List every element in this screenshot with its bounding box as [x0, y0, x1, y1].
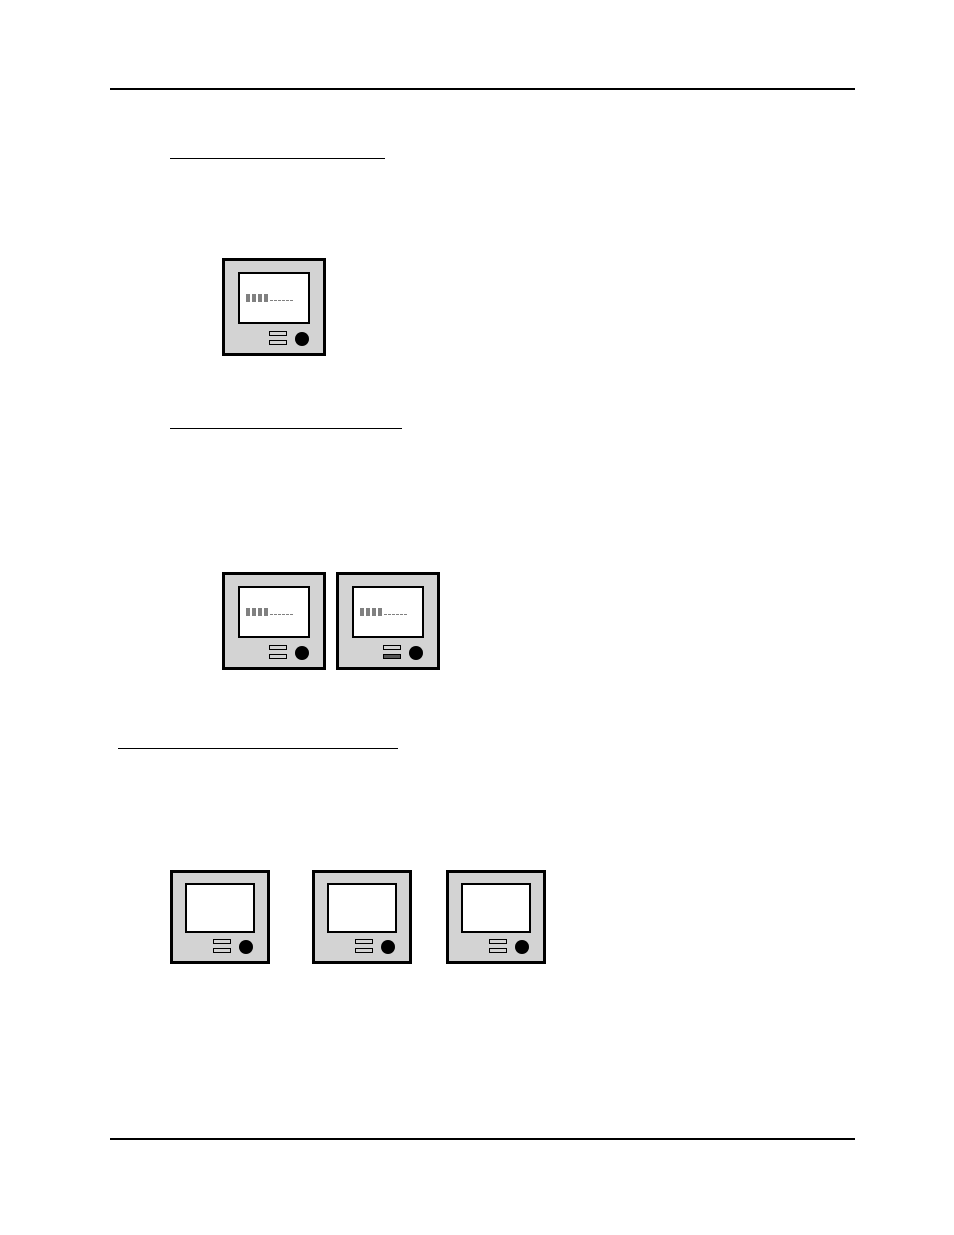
monitor-controls	[339, 643, 429, 661]
power-knob-icon	[295, 332, 309, 346]
monitor-controls	[225, 329, 315, 347]
drive-slot-icon	[269, 331, 287, 336]
horizontal-rule-bottom	[110, 1138, 855, 1140]
drive-slot-icon	[213, 948, 231, 953]
power-knob-icon	[381, 940, 395, 954]
monitor-screen	[461, 883, 531, 933]
password-prompt-row	[360, 607, 416, 617]
monitor-screen	[238, 586, 310, 638]
drive-slot-icon	[355, 939, 373, 944]
power-knob-icon	[295, 646, 309, 660]
section-heading-1	[170, 140, 385, 159]
monitor-screen	[352, 586, 424, 638]
password-prompt-row	[246, 607, 302, 617]
monitor-screen	[327, 883, 397, 933]
monitor-icon	[446, 870, 546, 964]
monitor-screen	[185, 883, 255, 933]
section-heading-2	[170, 410, 402, 429]
drive-slot-icon	[489, 948, 507, 953]
monitor-icon	[222, 258, 326, 356]
monitor-controls	[449, 937, 535, 955]
drive-slot-icon	[269, 654, 287, 659]
drive-slot-icon	[213, 939, 231, 944]
monitor-controls	[315, 937, 401, 955]
monitor-icon	[312, 870, 412, 964]
section-heading-3	[118, 730, 398, 749]
power-knob-icon	[239, 940, 253, 954]
monitor-controls	[225, 643, 315, 661]
drive-slot-icon	[489, 939, 507, 944]
monitor-controls	[173, 937, 259, 955]
monitor-icon	[170, 870, 270, 964]
drive-slot-icon	[383, 645, 401, 650]
power-knob-icon	[515, 940, 529, 954]
monitor-screen	[238, 272, 310, 324]
monitor-icon	[336, 572, 440, 670]
drive-slot-icon	[269, 645, 287, 650]
drive-slot-icon	[383, 654, 401, 659]
monitor-icon	[222, 572, 326, 670]
horizontal-rule-top	[110, 88, 855, 90]
drive-slot-icon	[269, 340, 287, 345]
drive-slot-icon	[355, 948, 373, 953]
power-knob-icon	[409, 646, 423, 660]
password-prompt-row	[246, 293, 302, 303]
